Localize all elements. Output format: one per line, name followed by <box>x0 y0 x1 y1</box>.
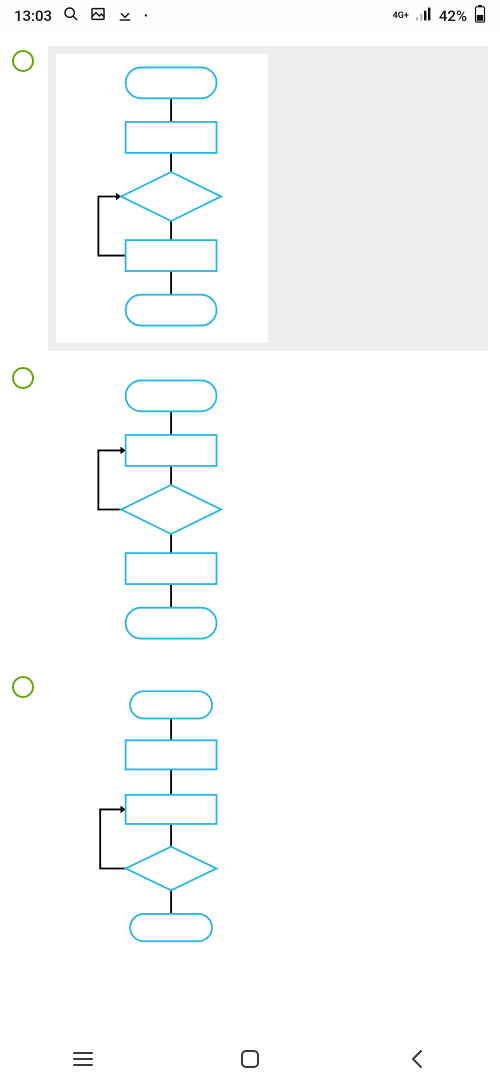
battery-pct: 42% <box>439 7 467 25</box>
flowchart-diagram <box>48 363 488 660</box>
flowchart-diagram <box>48 672 488 969</box>
status-time: 13:03 <box>14 7 52 25</box>
network-type: 4G+ <box>393 12 409 21</box>
quiz-option[interactable] <box>12 672 488 969</box>
quiz-option[interactable] <box>12 363 488 660</box>
nav-back-button[interactable] <box>357 1039 477 1079</box>
flowchart-diagram <box>48 46 488 351</box>
quiz-option[interactable] <box>12 46 488 351</box>
signal-icon <box>416 7 432 25</box>
quiz-content[interactable] <box>0 32 500 1035</box>
nav-recents-button[interactable] <box>23 1039 143 1079</box>
android-nav-bar <box>0 1035 500 1083</box>
status-bar: 13:03 • 4G+ 42% <box>0 0 500 32</box>
download-icon <box>117 6 133 26</box>
radio-button[interactable] <box>12 50 34 72</box>
nav-home-button[interactable] <box>190 1039 310 1079</box>
search-icon <box>63 6 79 26</box>
gallery-icon <box>90 6 106 26</box>
radio-button[interactable] <box>12 367 34 389</box>
status-right: 4G+ 42% <box>393 5 486 27</box>
radio-button[interactable] <box>12 676 34 698</box>
status-left: 13:03 • <box>14 6 148 26</box>
battery-icon <box>474 5 486 27</box>
more-dot-icon: • <box>144 11 148 22</box>
